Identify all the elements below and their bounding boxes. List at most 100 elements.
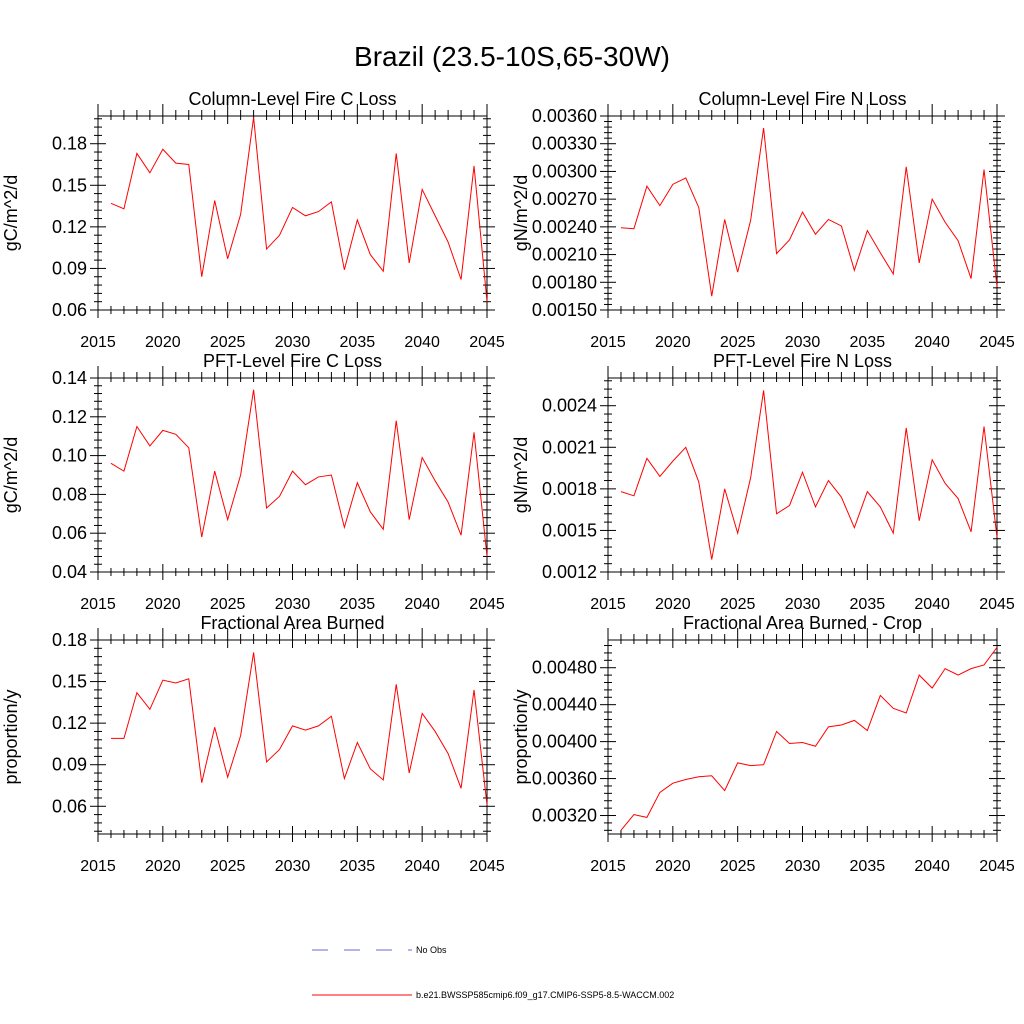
x-tick-label: 2040 xyxy=(914,334,950,351)
x-tick-label: 2035 xyxy=(340,334,376,351)
y-tick-label: 0.00150 xyxy=(532,300,597,320)
series-line xyxy=(110,652,488,805)
y-tick-label: 0.0012 xyxy=(542,562,597,582)
y-tick-label: 0.09 xyxy=(52,755,87,775)
x-tick-label: 2025 xyxy=(720,596,756,613)
series-line xyxy=(110,389,488,557)
x-tick-label: 2015 xyxy=(80,858,116,875)
chart-panel-fractional-area-burned: 2015 2020 2025 2030 2035 2040 2045 0.06 0.09 0.12… xyxy=(1,613,505,875)
plot-frame xyxy=(607,639,998,835)
chart-title: PFT-Level Fire C Loss xyxy=(203,351,382,371)
chart-panel-column-level-fire-c-loss: 2015 2020 2025 2030 2035 2040 2045 0.06 0.09 0.12… xyxy=(1,89,505,351)
x-tick-label: 2045 xyxy=(469,858,505,875)
y-tick-label: 0.12 xyxy=(52,217,87,237)
y-tick-label: 0.00360 xyxy=(532,106,597,126)
x-tick-label: 2025 xyxy=(720,334,756,351)
chart-title: Column-Level Fire C Loss xyxy=(188,89,396,109)
x-tick-label: 2045 xyxy=(979,334,1015,351)
x-tick-label: 2030 xyxy=(785,858,821,875)
x-tick-label: 2020 xyxy=(145,596,181,613)
plot-frame xyxy=(97,115,488,311)
plot-frame xyxy=(97,377,488,573)
y-tick-label: 0.00400 xyxy=(532,732,597,752)
y-tick-label: 0.10 xyxy=(52,446,87,466)
x-tick-label: 2020 xyxy=(145,334,181,351)
axis-ticks xyxy=(600,366,1005,580)
x-tick-label: 2015 xyxy=(80,596,116,613)
axis-ticks xyxy=(600,628,1005,842)
legend: No Obs b.e21.BWSSP585cmip6.f09_g17.CMIP6… xyxy=(312,945,674,1000)
y-tick-label: 0.06 xyxy=(52,796,87,816)
x-tick-label: 2035 xyxy=(340,858,376,875)
y-axis-label: gN/m^2/d xyxy=(511,437,531,513)
x-tick-label: 2025 xyxy=(210,334,246,351)
x-tick-label: 2040 xyxy=(914,858,950,875)
x-tick-label: 2025 xyxy=(720,858,756,875)
y-tick-label: 0.12 xyxy=(52,713,87,733)
chart-panel-fractional-area-burned-crop: 2015 2020 2025 2030 2035 2040 2045 0.00320 0.003… xyxy=(511,613,1015,875)
y-tick-label: 0.12 xyxy=(52,407,87,427)
x-tick-label: 2025 xyxy=(210,858,246,875)
x-tick-label: 2040 xyxy=(404,334,440,351)
y-tick-label: 0.00210 xyxy=(532,245,597,265)
x-tick-label: 2030 xyxy=(785,596,821,613)
x-tick-label: 2020 xyxy=(655,596,691,613)
chart-panel-column-level-fire-n-loss: 2015 2020 2025 2030 2035 2040 2045 0.00150 0.001… xyxy=(511,89,1015,351)
x-tick-label: 2045 xyxy=(469,334,505,351)
y-axis-label: gC/m^2/d xyxy=(1,437,21,513)
y-axis-label: proportion/y xyxy=(511,689,531,784)
y-tick-label: 0.0015 xyxy=(542,520,597,540)
y-tick-label: 0.06 xyxy=(52,300,87,320)
plot-frame xyxy=(97,639,488,835)
x-tick-label: 2045 xyxy=(469,596,505,613)
series-line xyxy=(620,647,998,831)
y-tick-label: 0.00480 xyxy=(532,658,597,678)
x-tick-label: 2040 xyxy=(404,596,440,613)
x-tick-label: 2045 xyxy=(979,596,1015,613)
legend-case-label: b.e21.BWSSP585cmip6.f09_g17.CMIP6-SSP5-8… xyxy=(416,990,674,1000)
x-tick-label: 2020 xyxy=(655,334,691,351)
chart-title: Column-Level Fire N Loss xyxy=(698,89,906,109)
y-tick-label: 0.04 xyxy=(52,562,87,582)
y-tick-label: 0.0018 xyxy=(542,479,597,499)
y-tick-label: 0.00240 xyxy=(532,217,597,237)
series-line xyxy=(620,127,998,297)
y-tick-label: 0.0021 xyxy=(542,437,597,457)
x-tick-label: 2020 xyxy=(145,858,181,875)
x-tick-label: 2030 xyxy=(275,334,311,351)
y-tick-label: 0.18 xyxy=(52,630,87,650)
page-title: Brazil (23.5-10S,65-30W) xyxy=(354,41,670,72)
x-tick-label: 2030 xyxy=(275,858,311,875)
x-tick-label: 2045 xyxy=(979,858,1015,875)
y-tick-label: 0.00360 xyxy=(532,769,597,789)
y-tick-label: 0.00180 xyxy=(532,272,597,292)
x-tick-label: 2015 xyxy=(590,596,626,613)
y-tick-label: 0.18 xyxy=(52,134,87,154)
x-tick-label: 2030 xyxy=(785,334,821,351)
series-line xyxy=(110,117,488,302)
y-tick-label: 0.15 xyxy=(52,175,87,195)
x-tick-label: 2035 xyxy=(850,596,886,613)
x-tick-label: 2040 xyxy=(404,858,440,875)
x-tick-label: 2040 xyxy=(914,596,950,613)
y-axis-label: gN/m^2/d xyxy=(511,175,531,251)
x-tick-label: 2035 xyxy=(340,596,376,613)
x-tick-label: 2020 xyxy=(655,858,691,875)
chart-panels: 2015 2020 2025 2030 2035 2040 2045 0.06 0.09 0.12… xyxy=(1,89,1015,875)
y-tick-label: 0.00440 xyxy=(532,695,597,715)
y-tick-label: 0.15 xyxy=(52,672,87,692)
y-tick-label: 0.00270 xyxy=(532,189,597,209)
y-tick-label: 0.00300 xyxy=(532,161,597,181)
chart-panel-pft-level-fire-n-loss: 2015 2020 2025 2030 2035 2040 2045 0.0012 0.0015… xyxy=(511,351,1015,613)
y-axis-label: proportion/y xyxy=(1,689,21,784)
x-tick-label: 2015 xyxy=(590,858,626,875)
x-tick-label: 2015 xyxy=(590,334,626,351)
y-tick-label: 0.09 xyxy=(52,258,87,278)
y-tick-label: 0.14 xyxy=(52,368,87,388)
y-tick-label: 0.0024 xyxy=(542,396,597,416)
legend-no-obs-label: No Obs xyxy=(416,945,447,955)
chart-panel-pft-level-fire-c-loss: 2015 2020 2025 2030 2035 2040 2045 0.04 0.06 0.08… xyxy=(1,351,505,613)
x-tick-label: 2015 xyxy=(80,334,116,351)
